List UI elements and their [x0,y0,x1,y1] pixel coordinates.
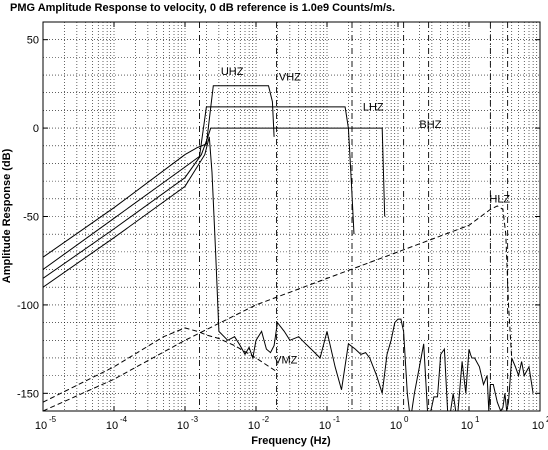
series-line-lhz [43,127,386,279]
x-tick-exponent: 0 [404,415,409,424]
series-label-vhz: VHZ [279,71,301,83]
series-labels: UHZ VHZ LHZ BHZ HLZ VMZ [221,66,511,366]
chart-title: PMG Amplitude Response to velocity, 0 dB… [10,2,395,14]
x-tick-exponent: -2 [262,415,270,424]
axis-ticks: 10-510-410-310-210-1100101102500-50-100-… [17,22,548,432]
x-tick-label: 10 [35,420,47,432]
series-line-hlz [43,205,513,411]
x-tick-label: 10 [106,420,118,432]
x-tick-label: 10 [461,420,473,432]
series-lines [43,85,534,411]
series-line-uhz [43,85,275,258]
grid-lines [43,22,540,411]
series-label-vmz: VMZ [274,354,298,366]
x-tick-exponent: 1 [475,415,480,424]
series-line-bhz [43,136,534,411]
series-label-hlz: HLZ [489,193,510,205]
y-tick-label: -150 [17,388,39,400]
y-tick-label: -50 [23,212,39,224]
series-line-vhz [43,106,355,270]
x-axis-label: Frequency (Hz) [251,435,331,447]
x-tick-label: 10 [248,420,260,432]
y-axis-label: Amplitude Response (dB) [1,148,13,283]
series-label-lhz: LHZ [363,101,384,113]
y-tick-label: 0 [33,123,39,135]
x-tick-label: 10 [390,420,402,432]
y-tick-label: -100 [17,300,39,312]
series-label-bhz: BHZ [419,119,441,131]
x-tick-label: 10 [532,420,544,432]
y-tick-label: 50 [27,35,39,47]
x-tick-label: 10 [319,420,331,432]
x-tick-exponent: -5 [49,415,57,424]
series-line-vmz [43,327,278,403]
x-tick-exponent: -1 [333,415,341,424]
x-tick-exponent: -4 [120,415,128,424]
x-tick-label: 10 [177,420,189,432]
series-label-uhz: UHZ [221,66,244,78]
x-tick-exponent: -3 [191,415,199,424]
x-tick-exponent: 2 [546,415,548,424]
